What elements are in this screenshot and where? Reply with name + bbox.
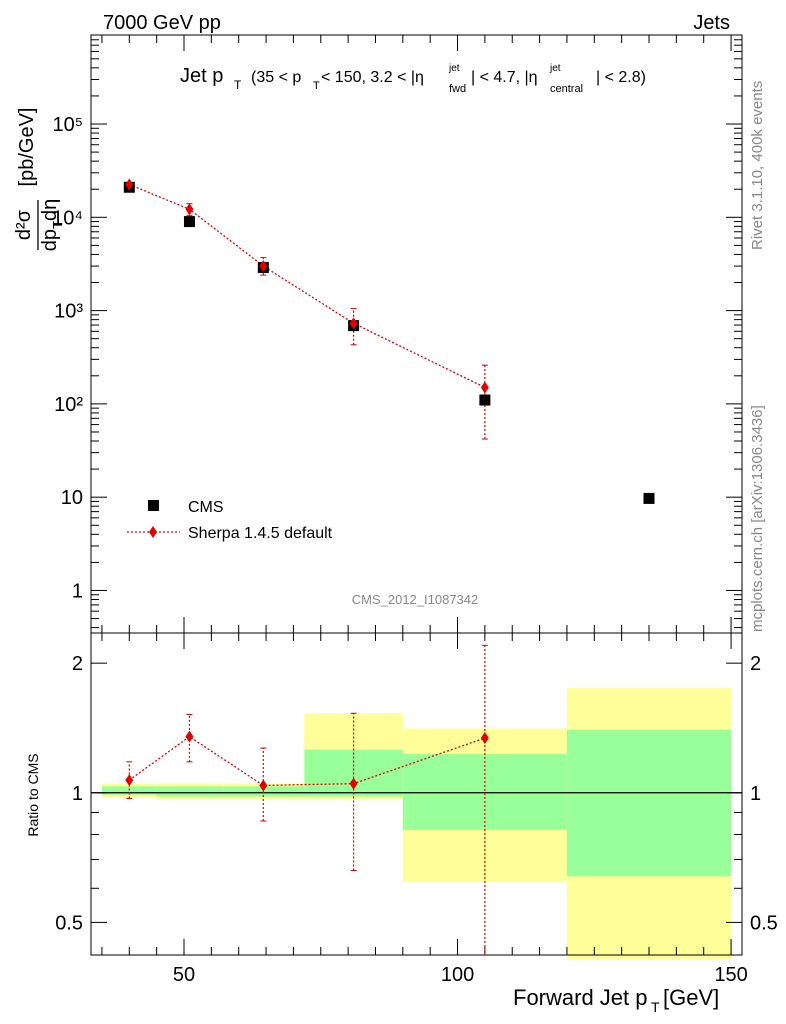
ratio-mc-point	[125, 774, 134, 787]
band-green-1	[156, 786, 223, 797]
x-tick-label: 100	[441, 964, 474, 986]
frames: 50 100 150 1 10 10² 10³ 10⁴ 10⁵ 0.5 0.5 1 1 2 2	[52, 34, 778, 986]
title-jet-p: Jet p	[180, 65, 223, 87]
band-green-5	[566, 729, 732, 877]
ratio-y-tick-label-right: 2	[750, 653, 761, 675]
ratio-y-tick-label: 1	[72, 783, 83, 805]
svg-text:[GeV]: [GeV]	[663, 985, 719, 1010]
y-tick-label: 10³	[54, 301, 83, 323]
svg-text:d²σ: d²σ	[13, 209, 35, 240]
main-title: Jet p T (35 < p T < 150, 3.2 < |η jet fw…	[180, 63, 646, 95]
mc-point	[349, 317, 358, 330]
ratio-mc-point	[349, 777, 358, 790]
y-tick-label: 10⁵	[52, 114, 83, 136]
legend-mc-marker	[149, 526, 157, 538]
title-sub-T: T	[234, 78, 242, 92]
mc-point	[259, 260, 268, 273]
legend-cms-marker	[148, 500, 159, 511]
ratio-marks	[125, 644, 489, 955]
ratio-bands	[101, 688, 732, 960]
y-tick-label: 10²	[54, 394, 83, 416]
analysis-label: CMS_2012_I1087342	[352, 592, 479, 607]
title-cut-2: < 150, 3.2 < |η	[321, 69, 424, 86]
title-jet-sup-2: jet	[549, 63, 561, 74]
ratio-ylabel: Ratio to CMS	[25, 753, 41, 836]
band-green-0	[101, 786, 157, 795]
y-tick-label: 10	[61, 487, 83, 509]
title-cut-T: T	[313, 80, 320, 92]
mc-line	[129, 183, 486, 389]
mc-point	[480, 381, 489, 394]
title-cut-4: | < 2.8)	[596, 69, 646, 86]
cms-point	[643, 492, 655, 504]
mc-point	[125, 178, 134, 191]
svg-text:[pb/GeV]: [pb/GeV]	[16, 108, 38, 187]
legend: CMS Sherpa 1.4.5 default	[127, 499, 333, 542]
title-fwd-sub: fwd	[449, 83, 466, 95]
header-left: 7000 GeV pp	[103, 12, 221, 34]
cms-point	[479, 394, 491, 406]
main-frame	[90, 34, 743, 634]
side-top-label: Rivet 3.1.10, 400k events	[749, 81, 766, 250]
ratio-y-tick-label-right: 0.5	[750, 912, 778, 934]
svg-text:Forward Jet p: Forward Jet p	[513, 985, 648, 1010]
title-cut-3: | < 4.7, |η	[471, 69, 538, 86]
title-jet-sup-1: jet	[448, 63, 460, 74]
svg-text:T: T	[651, 999, 660, 1015]
main-marks	[123, 178, 655, 504]
ratio-mc-point	[480, 732, 489, 745]
y-tick-label: 1	[72, 580, 83, 602]
ratio-y-tick-label-right: 1	[750, 783, 761, 805]
xlabel: Forward Jet p T [GeV]	[513, 985, 719, 1015]
ratio-y-tick-label: 0.5	[55, 912, 83, 934]
ratio-y-tick-label: 2	[72, 653, 83, 675]
mc-point	[185, 203, 194, 216]
legend-cms-label: CMS	[188, 499, 224, 516]
title-central-sub: central	[550, 83, 583, 95]
x-tick-label: 50	[173, 964, 195, 986]
ratio-mc-line	[128, 735, 486, 787]
ratio-frame	[90, 632, 743, 956]
y-tick-label: 10⁴	[52, 207, 83, 229]
ratio-mc-point	[185, 730, 194, 743]
legend-mc-label: Sherpa 1.4.5 default	[188, 525, 333, 542]
ratio-mc-point	[259, 779, 268, 792]
side-bottom-label: mcplots.cern.ch [arXiv:1306.3436]	[749, 405, 766, 632]
cms-point	[183, 216, 195, 228]
header-right: Jets	[693, 12, 730, 34]
svg-text:Jet p: Jet p	[180, 65, 223, 87]
x-tick-label: 150	[714, 964, 747, 986]
title-cut-1: (35 < p	[251, 69, 301, 86]
